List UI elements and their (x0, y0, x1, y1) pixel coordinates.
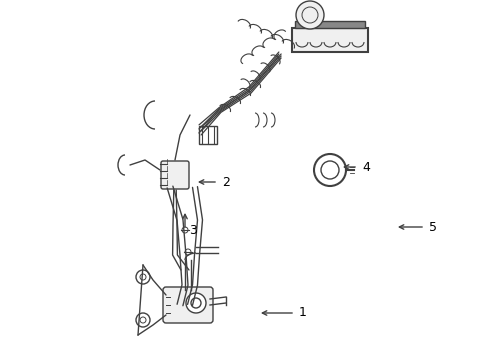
Circle shape (186, 293, 206, 313)
Bar (292, 28, 368, 52)
Circle shape (314, 154, 346, 186)
Bar (199, 126, 217, 144)
Text: 1: 1 (299, 306, 307, 320)
Circle shape (140, 317, 146, 323)
Circle shape (321, 161, 339, 179)
Text: 2: 2 (222, 176, 230, 189)
FancyBboxPatch shape (163, 287, 213, 323)
Circle shape (136, 313, 150, 327)
Circle shape (302, 7, 318, 23)
Text: 5: 5 (429, 220, 437, 234)
Circle shape (136, 270, 150, 284)
Circle shape (296, 1, 324, 29)
Text: 4: 4 (362, 161, 370, 174)
FancyBboxPatch shape (161, 161, 189, 189)
Circle shape (191, 298, 201, 308)
Bar (295, 21, 365, 28)
Circle shape (140, 274, 146, 280)
Text: 3: 3 (189, 224, 197, 237)
